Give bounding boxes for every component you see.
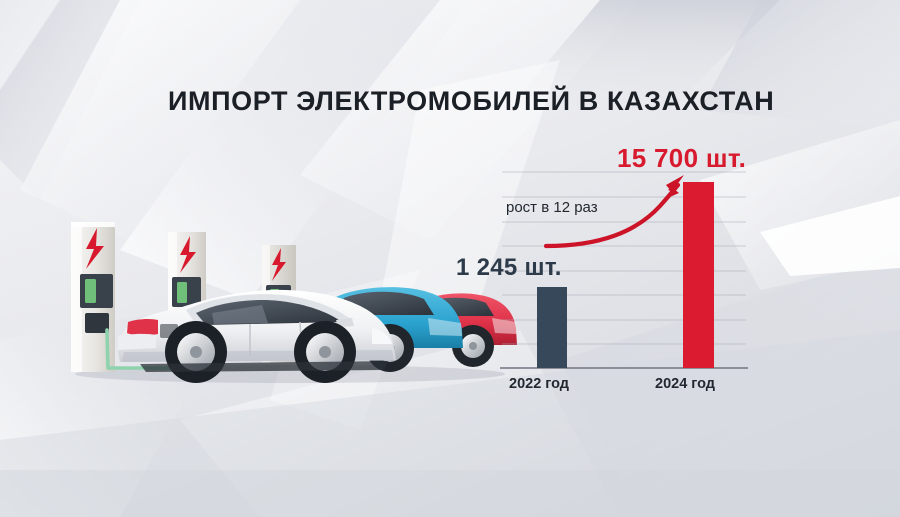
lightning-bolt-icon [180,236,196,273]
tail-light [127,318,158,336]
bar-2022 [537,287,567,368]
lightning-bolt-icon [272,248,286,281]
value-label-2024: 15 700 шт. [617,143,747,173]
growth-annotation: рост в 12 раз [506,199,598,216]
car-white [118,289,396,383]
growth-arrow [543,175,684,249]
lightning-bolt-icon [86,228,104,269]
charging-station-left [71,222,242,372]
bar-2024 [683,182,714,368]
value-label-2022: 1 245 шт. [456,254,562,281]
x-axis-label-2024: 2024 год [655,376,716,392]
page-title: ИМПОРТ ЭЛЕКТРОМОБИЛЕЙ В КАЗАХСТАН [168,86,775,116]
x-axis-label-2022: 2022 год [509,376,570,392]
